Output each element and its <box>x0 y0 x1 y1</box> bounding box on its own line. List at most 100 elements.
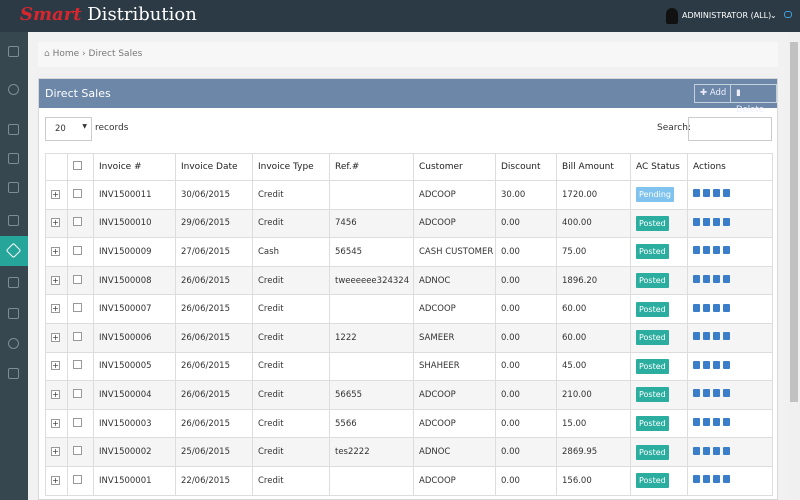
nav-icon[interactable] <box>8 153 19 164</box>
checkbox[interactable] <box>73 446 82 455</box>
column-header[interactable]: Invoice Date <box>176 154 253 181</box>
edit-icon[interactable] <box>693 218 700 226</box>
column-header[interactable]: Actions <box>688 154 773 181</box>
delete-icon[interactable] <box>713 304 720 312</box>
checkbox[interactable] <box>73 418 82 427</box>
user-icon[interactable] <box>723 304 730 312</box>
print-icon[interactable] <box>703 304 710 312</box>
checkbox[interactable] <box>73 332 82 341</box>
column-header[interactable]: Bill Amount <box>557 154 631 181</box>
expand-button[interactable]: + <box>51 419 60 428</box>
delete-icon[interactable] <box>713 218 720 226</box>
user-icon[interactable] <box>723 475 730 483</box>
delete-icon[interactable] <box>713 246 720 254</box>
nav-icon[interactable] <box>8 308 19 319</box>
delete-icon[interactable] <box>713 275 720 283</box>
nav-icon[interactable] <box>8 277 19 288</box>
user-icon[interactable] <box>723 418 730 426</box>
breadcrumb-link[interactable]: Home <box>53 49 80 59</box>
column-header[interactable]: Invoice Type <box>253 154 330 181</box>
edit-icon[interactable] <box>693 418 700 426</box>
nav-icon[interactable] <box>8 124 19 135</box>
edit-icon[interactable] <box>693 189 700 197</box>
print-icon[interactable] <box>703 246 710 254</box>
edit-icon[interactable] <box>693 275 700 283</box>
nav-active[interactable] <box>0 236 28 266</box>
cell: 26/06/2015 <box>176 409 253 438</box>
edit-icon[interactable] <box>693 389 700 397</box>
user-menu[interactable]: ADMINISTRATOR (ALL) <box>682 11 771 20</box>
search-icon[interactable] <box>8 84 19 95</box>
delete-icon[interactable] <box>713 389 720 397</box>
expand-button[interactable]: + <box>51 333 60 342</box>
add-button[interactable]: ✚ Add <box>694 84 732 103</box>
user-icon[interactable] <box>723 275 730 283</box>
page-size-select[interactable]: 20▼ <box>45 117 92 141</box>
column-header[interactable]: Invoice # <box>94 154 176 181</box>
print-icon[interactable] <box>703 389 710 397</box>
edit-icon[interactable] <box>693 447 700 455</box>
column-header[interactable]: Ref.# <box>330 154 414 181</box>
delete-button[interactable]: ▮ Delete <box>730 84 777 103</box>
user-icon[interactable] <box>723 332 730 340</box>
nav-icon[interactable] <box>8 338 19 349</box>
print-icon[interactable] <box>703 361 710 369</box>
nav-icon[interactable] <box>8 215 19 226</box>
delete-icon[interactable] <box>713 475 720 483</box>
logo[interactable]: Smart Distribution <box>20 4 197 25</box>
expand-button[interactable]: + <box>51 390 60 399</box>
menu-toggle[interactable] <box>8 46 19 57</box>
checkbox[interactable] <box>73 475 82 484</box>
user-icon[interactable] <box>723 246 730 254</box>
checkbox[interactable] <box>73 189 82 198</box>
edit-icon[interactable] <box>693 361 700 369</box>
user-icon[interactable] <box>723 447 730 455</box>
column-header[interactable]: Customer <box>414 154 496 181</box>
select-all[interactable] <box>68 154 94 181</box>
user-icon[interactable] <box>723 189 730 197</box>
nav-icon[interactable] <box>8 182 19 193</box>
user-icon[interactable] <box>723 361 730 369</box>
expand-button[interactable]: + <box>51 190 60 199</box>
column-header[interactable]: AC Status <box>631 154 688 181</box>
edit-icon[interactable] <box>693 304 700 312</box>
expand-button[interactable]: + <box>51 304 60 313</box>
expand-button[interactable]: + <box>51 247 60 256</box>
print-icon[interactable] <box>703 447 710 455</box>
print-icon[interactable] <box>703 475 710 483</box>
checkbox[interactable] <box>73 275 82 284</box>
scroll-thumb[interactable] <box>790 42 798 402</box>
print-icon[interactable] <box>703 275 710 283</box>
expand-button[interactable]: + <box>51 476 60 485</box>
cell-text: ADCOOP <box>419 476 456 486</box>
edit-icon[interactable] <box>693 475 700 483</box>
print-icon[interactable] <box>703 332 710 340</box>
checkbox[interactable] <box>73 246 82 255</box>
expand-button[interactable]: + <box>51 276 60 285</box>
user-icon[interactable] <box>723 389 730 397</box>
search-input[interactable] <box>688 117 772 141</box>
checkbox[interactable] <box>73 217 82 226</box>
column-header[interactable]: Discount <box>496 154 557 181</box>
delete-icon[interactable] <box>713 447 720 455</box>
print-icon[interactable] <box>703 418 710 426</box>
user-icon[interactable] <box>723 218 730 226</box>
delete-icon[interactable] <box>713 418 720 426</box>
delete-icon[interactable] <box>713 189 720 197</box>
dropdown-caret[interactable]: ⌄ <box>770 11 777 20</box>
checkbox[interactable] <box>73 360 82 369</box>
delete-icon[interactable] <box>713 361 720 369</box>
nav-icon[interactable] <box>8 368 19 379</box>
print-icon[interactable] <box>703 189 710 197</box>
print-icon[interactable] <box>703 218 710 226</box>
expand-button[interactable]: + <box>51 447 60 456</box>
edit-icon[interactable] <box>693 332 700 340</box>
edit-icon[interactable] <box>693 246 700 254</box>
checkbox[interactable] <box>73 389 82 398</box>
expand-button[interactable]: + <box>51 361 60 370</box>
delete-icon[interactable] <box>713 332 720 340</box>
checkbox[interactable] <box>73 161 82 170</box>
expand-button[interactable]: + <box>51 218 60 227</box>
checkbox[interactable] <box>73 303 82 312</box>
chat-icon[interactable] <box>784 11 792 18</box>
